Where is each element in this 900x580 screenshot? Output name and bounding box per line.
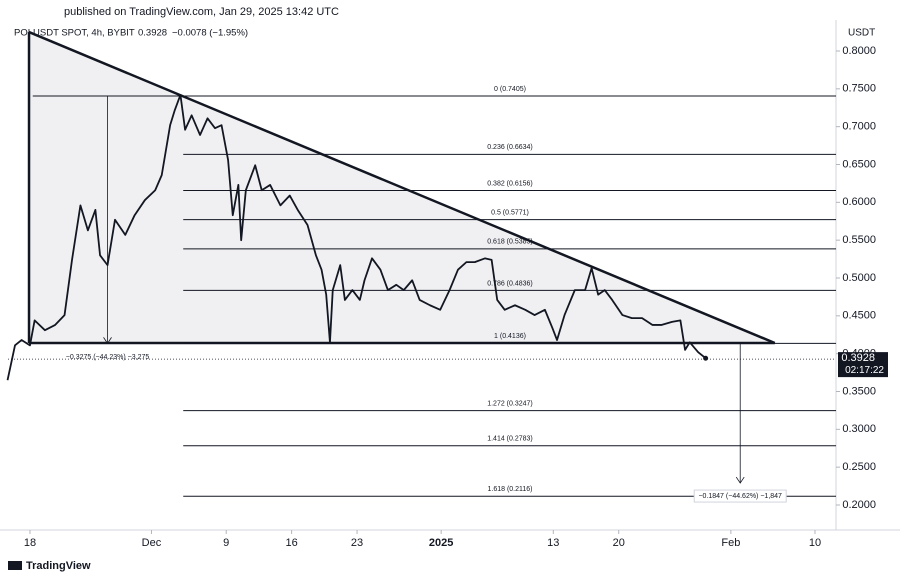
x-tick-label: Dec bbox=[142, 537, 162, 549]
triangle-edge bbox=[28, 30, 776, 345]
x-tick-label: 2025 bbox=[429, 537, 453, 549]
x-tick-label: 16 bbox=[286, 537, 298, 549]
fib-label: 0 (0.7405) bbox=[494, 86, 526, 93]
last-price-text: 0.3928 bbox=[138, 28, 167, 39]
y-tick-label: 0.7500 bbox=[842, 83, 876, 95]
measure-label: −0.1847 (−44.62%) −1,847 bbox=[698, 493, 782, 500]
fib-label: 1.414 (0.2783) bbox=[487, 436, 533, 443]
x-tick-label: 20 bbox=[613, 537, 625, 549]
x-tick-label: Feb bbox=[721, 537, 740, 549]
price-box bbox=[838, 352, 888, 378]
y-tick-label: 0.3500 bbox=[842, 385, 876, 397]
fib-label: 0.236 (0.6634) bbox=[487, 144, 533, 151]
y-tick-label: 0.7000 bbox=[842, 121, 876, 133]
y-tick-label: 0.6000 bbox=[842, 196, 876, 208]
y-tick-label: 0.4500 bbox=[842, 310, 876, 322]
y-tick-label: 0.2000 bbox=[842, 499, 876, 511]
fib-label: 1.618 (0.2116) bbox=[487, 486, 532, 493]
y-tick-label: 0.5500 bbox=[842, 234, 876, 246]
x-tick-label: 13 bbox=[547, 537, 559, 549]
fib-label: 0.5 (0.5771) bbox=[491, 210, 529, 217]
price-box-value: 0.3928 bbox=[841, 352, 875, 364]
logo bbox=[8, 561, 22, 570]
y-tick-label: 0.6500 bbox=[842, 158, 876, 170]
unit-label: USDT bbox=[848, 28, 875, 39]
y-tick-label: 0.8000 bbox=[842, 45, 876, 57]
price-line bbox=[6, 93, 707, 381]
y-tick-label: 0.3000 bbox=[842, 423, 876, 435]
y-tick-label: 0.2500 bbox=[842, 461, 876, 473]
x-tick-label: 23 bbox=[351, 537, 363, 549]
measure-label-box bbox=[693, 489, 787, 503]
fib-label: 0.786 (0.4836) bbox=[487, 280, 533, 287]
arrow-head bbox=[735, 476, 745, 484]
fib-label: 0.618 (0.5385) bbox=[487, 239, 533, 246]
footer-brand: TradingView bbox=[26, 560, 91, 572]
published-header: published on TradingView.com, Jan 29, 20… bbox=[64, 6, 339, 18]
change-text: −0.0078 (−1.95%) bbox=[172, 28, 248, 39]
measure-label: −0.3275 (−44.23%) −3,275 bbox=[66, 354, 150, 361]
last-point bbox=[703, 355, 709, 361]
price-box-countdown: 02:17:22 bbox=[845, 365, 884, 376]
x-tick-label: 18 bbox=[24, 537, 36, 549]
x-tick-label: 10 bbox=[809, 537, 821, 549]
arrow-head bbox=[103, 337, 112, 345]
fib-label: 1.272 (0.3247) bbox=[487, 400, 533, 407]
symbol: POLUSDT SPOT, 4h, BYBIT bbox=[14, 28, 135, 39]
y-tick-label: 0.5000 bbox=[842, 272, 876, 284]
fib-label: 1 (0.4136) bbox=[494, 333, 526, 340]
fib-label: 0.382 (0.6156) bbox=[487, 180, 533, 187]
x-tick-label: 9 bbox=[223, 537, 229, 549]
